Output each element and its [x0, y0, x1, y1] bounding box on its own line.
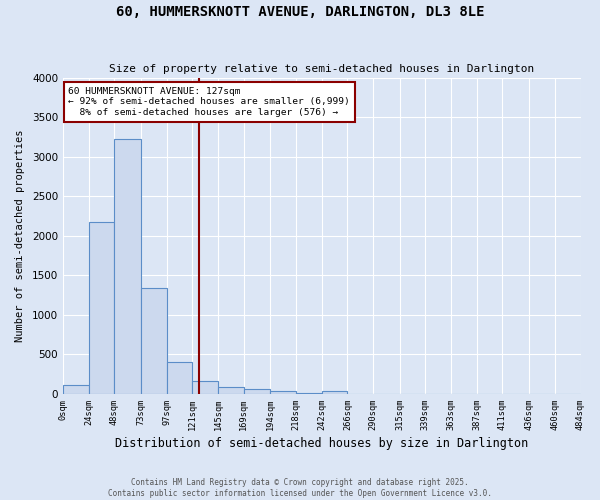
- Bar: [89, 222, 115, 394]
- Text: Contains HM Land Registry data © Crown copyright and database right 2025.
Contai: Contains HM Land Registry data © Crown c…: [108, 478, 492, 498]
- Bar: [141, 288, 167, 394]
- Bar: [167, 362, 193, 394]
- Bar: [218, 386, 244, 394]
- Bar: [193, 381, 218, 394]
- Title: Size of property relative to semi-detached houses in Darlington: Size of property relative to semi-detach…: [109, 64, 535, 74]
- Bar: [115, 139, 141, 394]
- X-axis label: Distribution of semi-detached houses by size in Darlington: Distribution of semi-detached houses by …: [115, 437, 529, 450]
- Bar: [63, 384, 89, 394]
- Bar: [296, 393, 322, 394]
- Bar: [244, 390, 271, 394]
- Text: 60 HUMMERSKNOTT AVENUE: 127sqm
← 92% of semi-detached houses are smaller (6,999): 60 HUMMERSKNOTT AVENUE: 127sqm ← 92% of …: [68, 87, 350, 117]
- Y-axis label: Number of semi-detached properties: Number of semi-detached properties: [15, 130, 25, 342]
- Text: 60, HUMMERSKNOTT AVENUE, DARLINGTON, DL3 8LE: 60, HUMMERSKNOTT AVENUE, DARLINGTON, DL3…: [116, 5, 484, 19]
- Bar: [322, 390, 347, 394]
- Bar: [271, 392, 296, 394]
